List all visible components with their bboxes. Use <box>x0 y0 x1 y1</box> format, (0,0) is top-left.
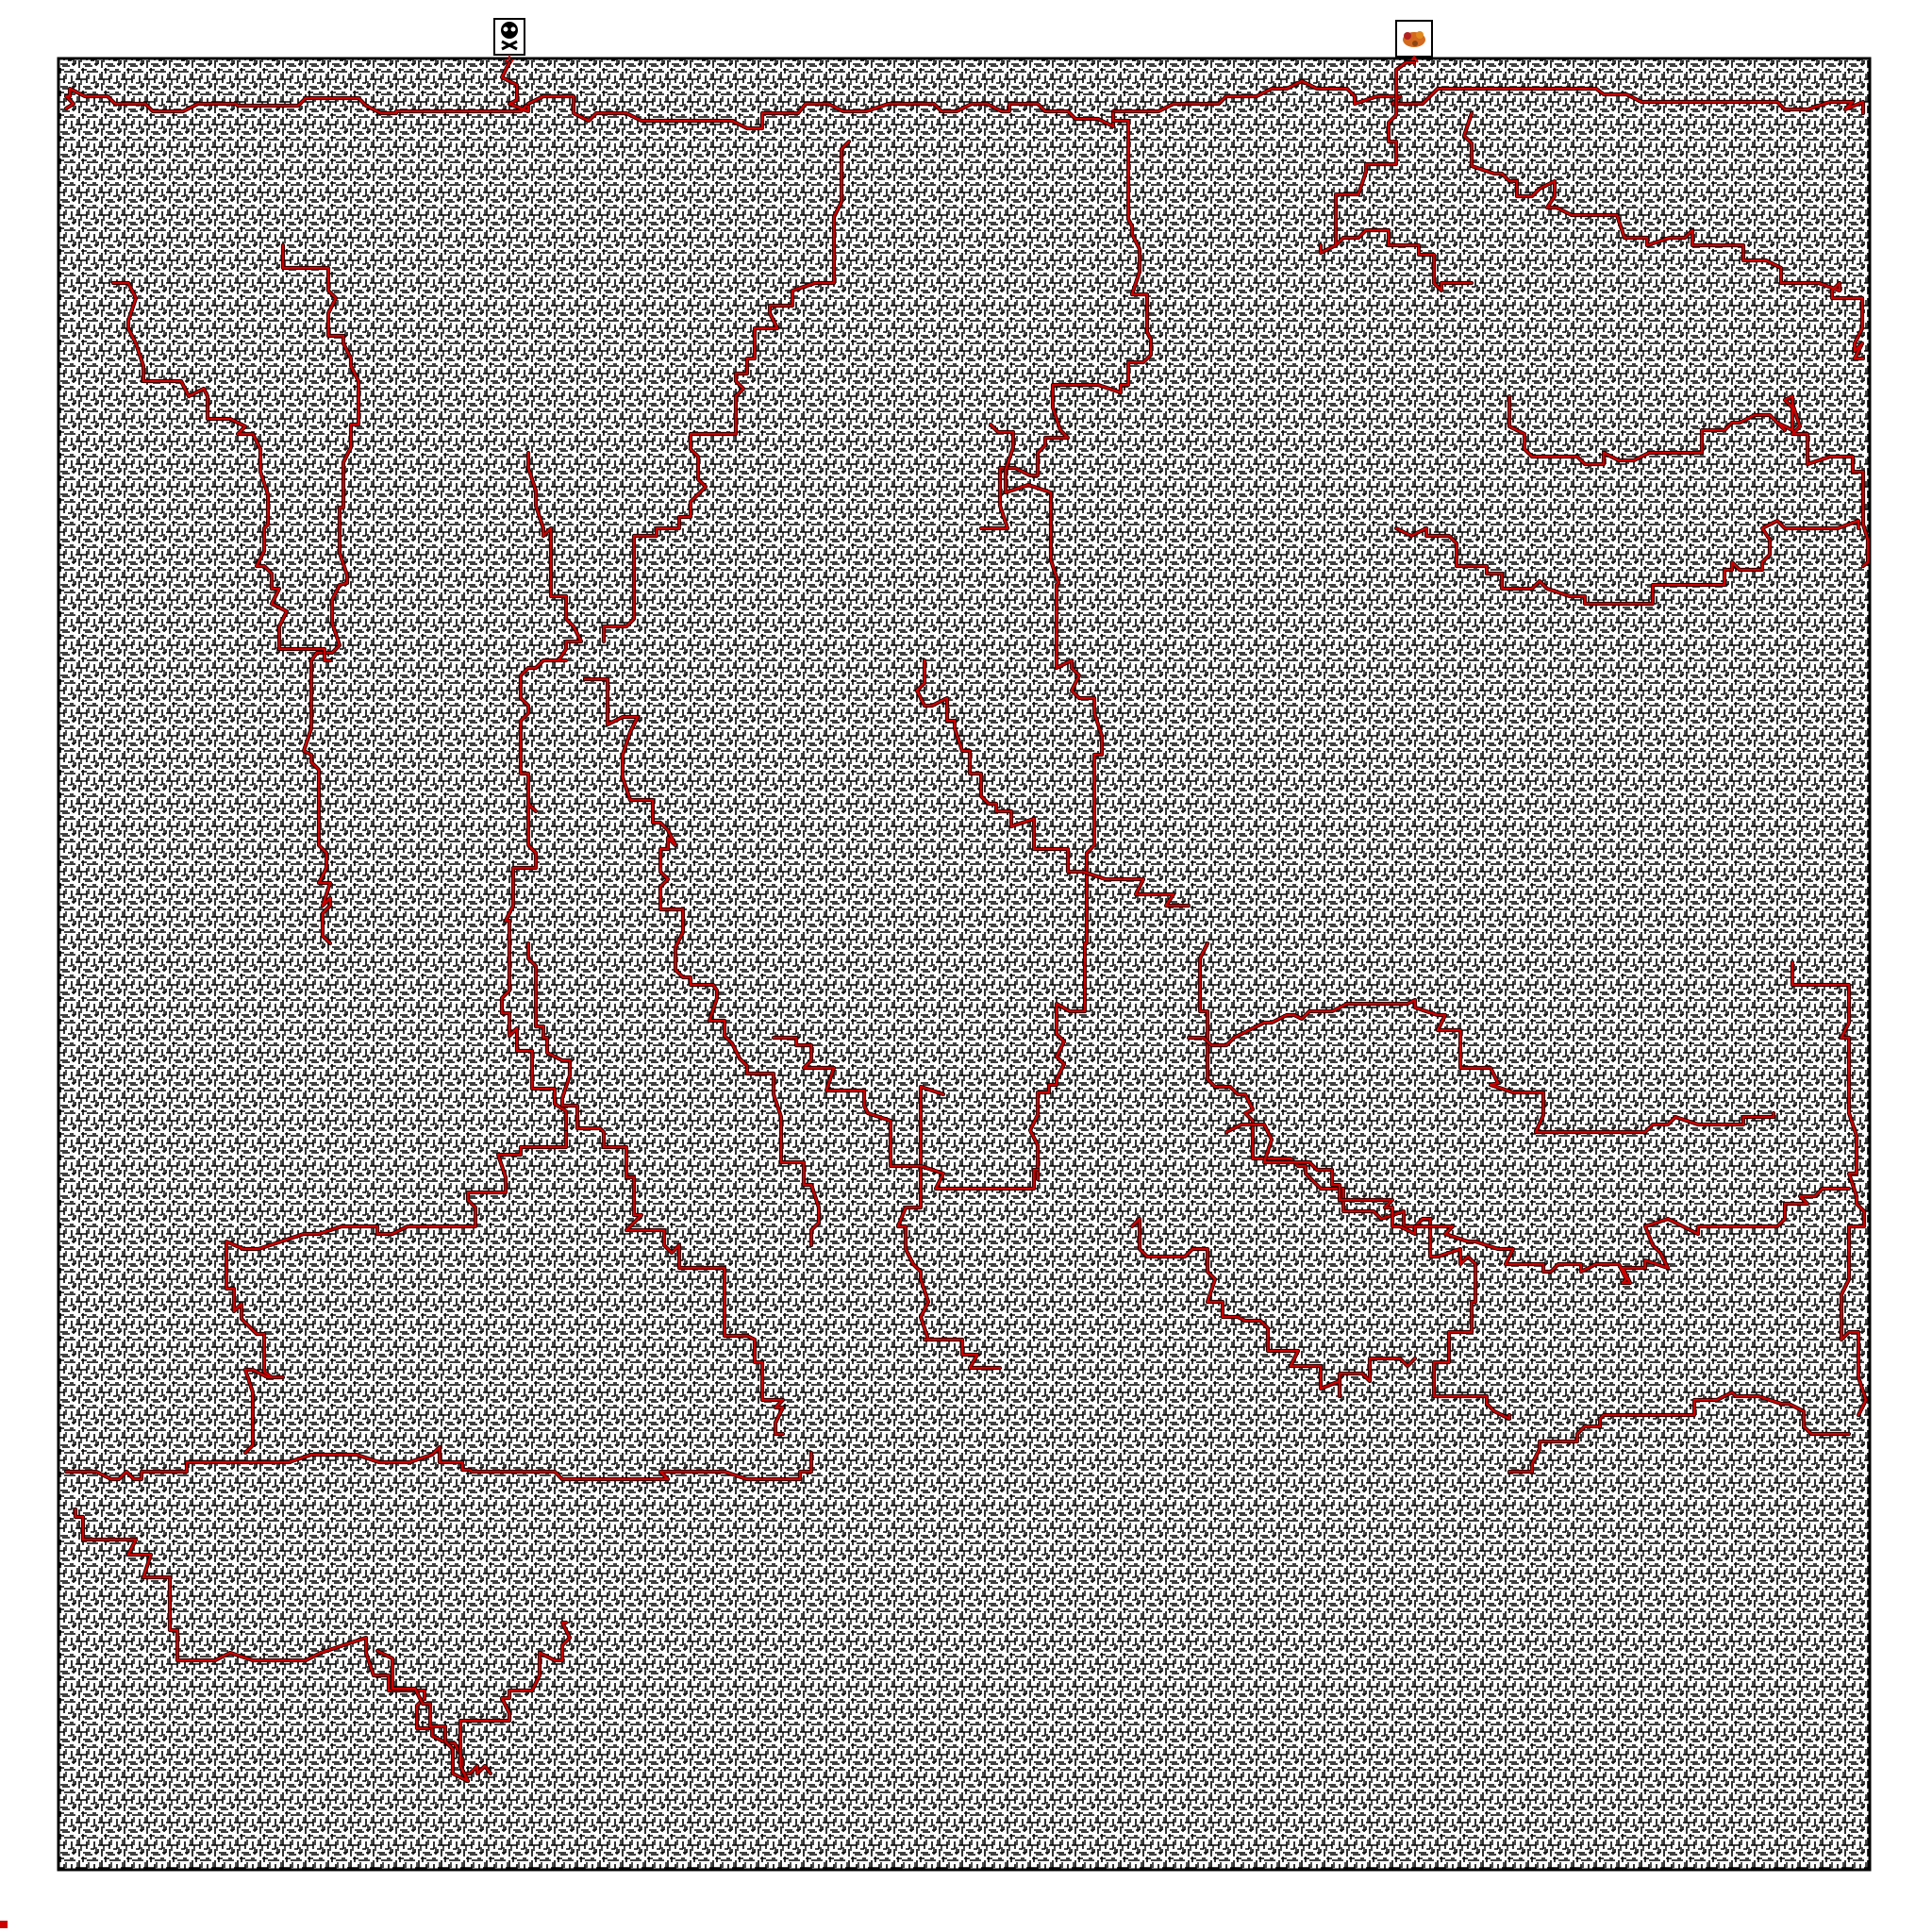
path-segment <box>915 658 1191 908</box>
path-segment <box>583 677 821 1247</box>
goal-marker <box>1395 20 1433 66</box>
solution-path-overlay <box>63 59 1871 1784</box>
path-segment <box>111 281 332 662</box>
path-segment <box>64 60 530 115</box>
path-segment <box>1319 60 1474 292</box>
path-segment <box>375 1621 572 1783</box>
path-segment <box>500 451 583 1134</box>
path-segment <box>989 423 1104 1181</box>
path-segment <box>1224 1123 1851 1285</box>
path-segment <box>979 111 1153 530</box>
path-segment <box>526 941 785 1436</box>
maze-grid <box>57 57 1872 1872</box>
path-segment <box>1462 111 1865 360</box>
corner-mark <box>0 1921 8 1928</box>
path-segment <box>225 1130 568 1455</box>
path-segment <box>1187 998 1775 1134</box>
path-segment <box>281 243 360 945</box>
path-segment <box>896 1085 1002 1370</box>
path-segment <box>602 140 851 643</box>
path-segment <box>526 79 1865 130</box>
path-segment <box>74 1507 492 1775</box>
path-segment <box>772 1036 1040 1191</box>
path-segment <box>1130 1217 1417 1398</box>
path-segment <box>64 1445 813 1481</box>
maze-border <box>57 57 1872 1872</box>
autumn-leaf-pile-icon <box>1403 31 1425 47</box>
path-segment <box>1198 941 1511 1421</box>
path-segment <box>1507 394 1870 568</box>
start-marker <box>493 18 525 67</box>
path-segment <box>1507 1391 1851 1474</box>
path-segment <box>1790 960 1868 1417</box>
skull-icon <box>501 22 518 51</box>
path-segment <box>1394 519 1860 606</box>
